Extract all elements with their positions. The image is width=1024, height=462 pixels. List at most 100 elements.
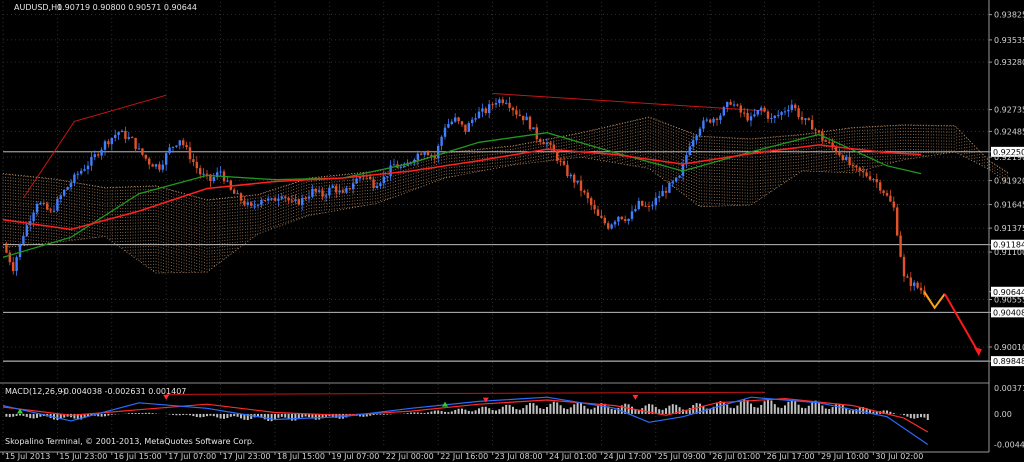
price-label: 0.93535 (994, 36, 1024, 45)
macd-main-line (2, 396, 929, 445)
candle-bear (552, 144, 555, 152)
time-label: 26 Jul 01:00 (712, 452, 760, 461)
candle-bull (117, 132, 120, 135)
candle-bear (889, 195, 892, 202)
candle-bear (369, 176, 372, 180)
candle-bear (141, 148, 144, 155)
ichimoku-cloud (2, 116, 1010, 274)
candle-bear (97, 154, 100, 156)
candle-bear (314, 188, 317, 192)
candle-bear (46, 203, 49, 210)
candle-bear (124, 130, 127, 139)
macd-signal-arrow (17, 408, 23, 414)
candle-bear (250, 202, 253, 206)
candle-bull (525, 116, 528, 121)
candle-bull (352, 183, 355, 189)
price-label: 0.90555 (994, 296, 1024, 305)
projection (923, 291, 982, 357)
candle-bear (287, 197, 290, 201)
candle-bull (178, 140, 181, 146)
candle-bull (114, 134, 117, 138)
candle-bull (226, 180, 229, 182)
candle-bull (76, 173, 79, 175)
candle-bull (171, 146, 175, 148)
candle-bear (641, 200, 644, 206)
candle-bear (586, 192, 589, 199)
candle-bear (5, 245, 8, 253)
macd-signal-line (2, 397, 929, 433)
candle-bull (328, 187, 331, 196)
candle-bull (318, 190, 321, 192)
candle-bear (919, 287, 923, 291)
candle-bull (637, 200, 640, 210)
candle-bull (358, 176, 362, 179)
candle-bear (824, 140, 827, 142)
candle-bull (294, 199, 297, 202)
candle-bull (760, 107, 763, 111)
candle-bull (505, 102, 508, 104)
candle-bear (491, 104, 494, 106)
candle-bull (610, 224, 613, 229)
time-label: 24 Jul 01:00 (549, 452, 597, 461)
candle-bull (450, 121, 453, 124)
candle-bull (545, 142, 549, 145)
time-label: 15 Jul 23:00 (59, 452, 107, 461)
candle-bear (892, 201, 895, 208)
candle-bear (457, 117, 460, 122)
candle-bear (831, 142, 834, 148)
candle-bear (195, 162, 198, 169)
time-label: 18 Jul 15:00 (277, 452, 325, 461)
price-label-box (991, 146, 1024, 157)
candle-bull (783, 111, 787, 113)
candle-bear (834, 147, 838, 153)
trendline-top (492, 93, 765, 112)
ohlc-values: 0.90719 0.90800 0.90571 0.90644 (57, 3, 197, 12)
candle-bull (685, 154, 688, 164)
candle-bull (311, 188, 314, 197)
candle-bear (508, 102, 511, 108)
trendlines[interactable] (22, 93, 765, 199)
candle-bull (59, 195, 62, 199)
candle-bear (800, 116, 804, 120)
time-label: 25 Jul 09:00 (658, 452, 706, 461)
time-label: 16 Jul 15:00 (114, 452, 162, 461)
candle-bull (110, 137, 113, 145)
candle-bear (909, 277, 912, 286)
candle-bear (607, 223, 610, 229)
time-label: 30 Jul 02:00 (875, 452, 923, 461)
candle-bear (420, 153, 423, 155)
candle-bear (763, 107, 766, 112)
price-label: 0.91920 (994, 177, 1024, 186)
candle-bull (236, 193, 239, 195)
candle-bull (688, 146, 691, 155)
candle-bear (49, 209, 52, 211)
candle-bull (280, 196, 283, 199)
candle-bear (209, 174, 212, 182)
price-label-box (991, 239, 1024, 250)
price-label: 0.91184 (993, 241, 1024, 250)
candle-bear (185, 145, 188, 148)
candle-bear (875, 179, 878, 183)
candle-bull (471, 119, 474, 124)
candle-bear (348, 188, 351, 190)
candle-bear (885, 193, 889, 196)
candle-bear (335, 185, 338, 193)
macd-values: -0.004038 -0.002631 0.001407 (61, 387, 186, 396)
time-label: 23 Jul 08:00 (495, 452, 543, 461)
candle-bull (454, 117, 457, 122)
candle-bear (906, 276, 909, 278)
price-label: 0.92485 (994, 127, 1024, 136)
candle-bear (848, 156, 851, 166)
time-label: 17 Jul 07:00 (168, 452, 216, 461)
candle-bull (726, 101, 729, 108)
candle-bear (297, 199, 300, 205)
candle-bear (579, 180, 583, 191)
candle-bull (845, 156, 848, 160)
candle-bear (746, 112, 749, 121)
candle-bear (528, 116, 532, 130)
candle-bull (216, 172, 219, 177)
candle-bear (562, 161, 566, 165)
candle-bear (811, 119, 814, 130)
